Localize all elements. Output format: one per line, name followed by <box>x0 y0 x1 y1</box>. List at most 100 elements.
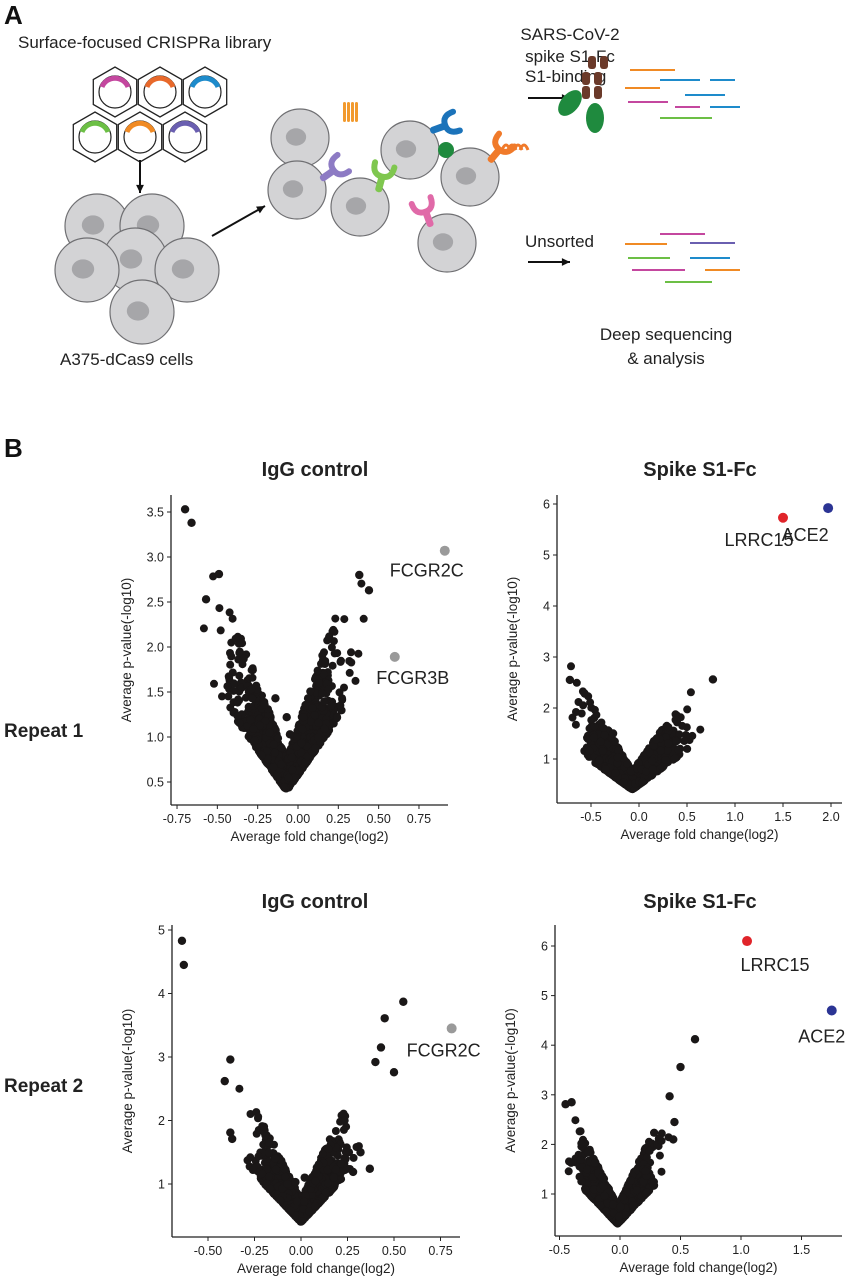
data-point <box>661 756 670 764</box>
x-tick-label: 0.75 <box>428 1244 452 1258</box>
data-point <box>248 694 257 703</box>
data-point <box>235 719 244 728</box>
data-point <box>678 721 687 730</box>
data-point <box>276 1196 285 1205</box>
panel-b-letter: B <box>4 433 23 463</box>
data-point <box>683 705 692 714</box>
data-point-outlier <box>226 1128 235 1137</box>
highlighted-point-LRRC15 <box>778 512 788 523</box>
sequencing-label-line1: Deep sequencing <box>600 325 732 344</box>
data-point-outlier <box>389 1068 399 1077</box>
data-point <box>235 1084 244 1093</box>
y-tick-label: 5 <box>541 989 548 1003</box>
data-point <box>228 614 237 623</box>
data-point <box>571 720 580 729</box>
x-tick-label: 0.0 <box>611 1243 628 1257</box>
data-point <box>233 698 242 707</box>
data-point <box>225 674 234 682</box>
data-point-outlier <box>282 713 291 722</box>
data-point <box>292 733 301 741</box>
data-point <box>223 682 232 691</box>
receptor-purple <box>319 151 353 182</box>
data-point <box>638 777 647 786</box>
data-point <box>281 1172 290 1181</box>
data-point <box>351 676 360 685</box>
x-tick-label: 0.50 <box>382 1244 406 1258</box>
data-point <box>270 748 279 757</box>
data-point <box>688 731 697 740</box>
data-point <box>598 747 607 755</box>
data-point <box>231 634 240 643</box>
data-point <box>340 615 349 624</box>
data-point <box>680 736 689 745</box>
data-point <box>297 739 306 748</box>
data-point <box>308 704 317 712</box>
data-point <box>263 747 272 756</box>
data-point <box>670 754 679 763</box>
data-point <box>642 767 651 776</box>
data-point <box>696 725 705 734</box>
data-point <box>329 1173 338 1182</box>
data-point-outlier <box>399 997 408 1006</box>
fc-domain <box>594 72 602 85</box>
data-point-outlier <box>371 1057 380 1067</box>
volcano-plots: IgG control-0.75 -0.50 -0.25 0.00 0.25 0.50 0.… <box>119 459 845 1276</box>
cell-nucleus <box>126 301 150 321</box>
data-point <box>265 728 274 737</box>
data-point-outlier <box>355 570 364 580</box>
data-point <box>657 1167 666 1176</box>
data-point <box>567 662 575 671</box>
cell-nucleus <box>171 259 195 279</box>
data-point-outlier <box>259 700 269 709</box>
receptor-blue <box>429 108 463 135</box>
y-tick-label: 4 <box>541 1039 548 1053</box>
data-point <box>324 1144 333 1153</box>
data-point-outlier <box>179 960 189 970</box>
data-point <box>286 1206 295 1215</box>
x-tick-label: -0.50 <box>194 1244 223 1258</box>
data-point <box>671 715 680 724</box>
data-point <box>587 716 596 725</box>
data-point <box>199 624 208 633</box>
data-point <box>280 783 289 792</box>
receptor-coil <box>347 102 350 122</box>
plot-title: IgG control <box>262 891 369 913</box>
data-point <box>216 626 225 635</box>
data-point <box>218 692 226 701</box>
receptor-green <box>371 159 398 193</box>
volcano-plot-3: IgG control-0.50 -0.25 0.00 0.25 0.50 0.75123… <box>120 891 481 1276</box>
data-point <box>321 658 330 667</box>
data-point-outlier <box>380 1014 389 1023</box>
data-point <box>278 1184 287 1193</box>
y-tick-label: 0.5 <box>147 776 164 790</box>
fc-domain <box>588 56 596 69</box>
data-point <box>663 746 672 755</box>
data-point <box>347 648 355 657</box>
data-point-outlier <box>365 1164 375 1173</box>
data-point <box>306 687 315 696</box>
receptor-arm <box>328 151 353 178</box>
data-point <box>248 664 257 673</box>
y-axis-label: Average p-value(-log10) <box>120 1009 135 1154</box>
data-point-outlier <box>300 1173 309 1182</box>
x-tick-label: 1.0 <box>732 1243 749 1257</box>
data-point-outlier <box>177 936 187 945</box>
data-point <box>210 679 218 688</box>
receptor-curl <box>518 143 530 151</box>
y-tick-label: 2.5 <box>147 596 164 610</box>
data-point <box>266 1184 275 1193</box>
data-point-outlier <box>187 518 196 527</box>
data-point <box>347 658 356 667</box>
data-point <box>585 746 594 755</box>
data-point <box>255 721 264 730</box>
receptor-orange <box>487 130 518 163</box>
data-point <box>288 765 297 774</box>
data-point <box>359 614 368 623</box>
data-point <box>229 686 238 695</box>
data-point <box>224 692 233 701</box>
gene-label-ACE2: ACE2 <box>782 525 829 545</box>
data-point <box>313 666 322 675</box>
y-tick-label: 1 <box>158 1178 165 1192</box>
x-tick-label: 0.0 <box>630 810 647 824</box>
data-point <box>341 1147 350 1156</box>
